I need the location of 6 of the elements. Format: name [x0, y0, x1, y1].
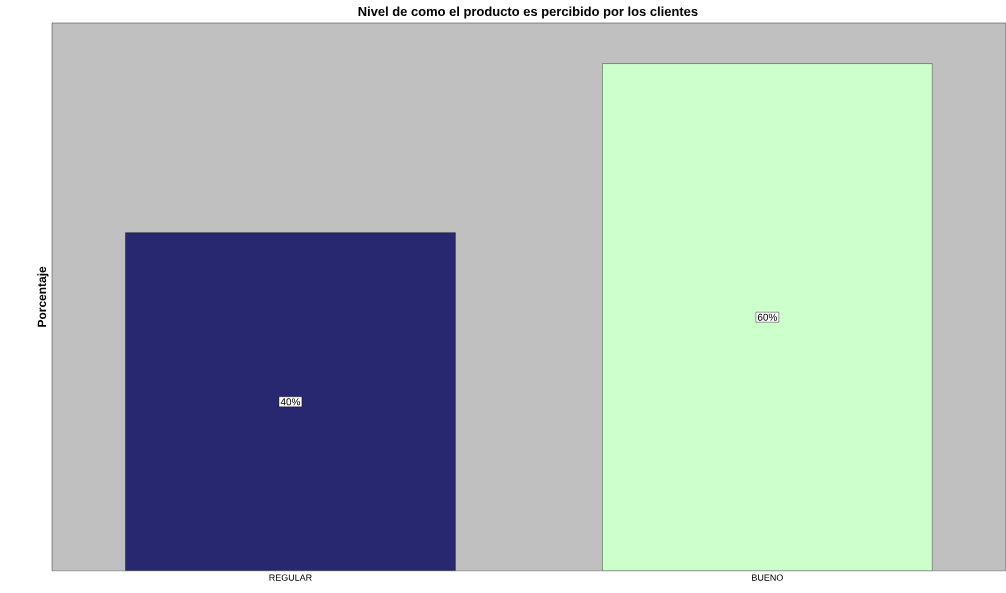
data-label: 40%	[280, 398, 301, 406]
x-tick-label: BUENO	[752, 574, 783, 581]
chart-title: Nivel de como el producto es percibido por los clientes	[358, 6, 698, 19]
data-label: 60%	[757, 313, 777, 321]
x-tick-label: REGULAR	[269, 574, 312, 581]
y-axis-title: Porcentaje	[37, 266, 49, 327]
